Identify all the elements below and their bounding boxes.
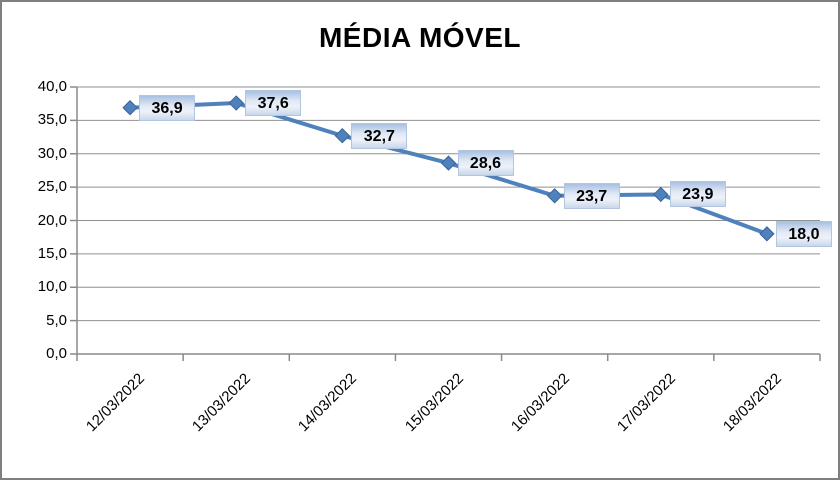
y-axis-tick-label: 30,0 (37, 144, 67, 162)
data-label: 23,9 (669, 181, 726, 208)
y-axis-tick-label: 10,0 (37, 278, 67, 296)
data-label: 37,6 (245, 90, 302, 117)
data-point-marker (759, 226, 775, 242)
y-axis-tick-label: 35,0 (37, 111, 67, 129)
data-label: 28,6 (457, 150, 514, 177)
data-point-marker (334, 128, 351, 144)
data-point-marker (122, 99, 138, 116)
data-label: 23,7 (563, 182, 620, 209)
y-axis-tick-label: 25,0 (37, 178, 67, 196)
data-point-marker (440, 155, 457, 171)
y-axis-tick-label: 5,0 (46, 311, 67, 329)
data-point-marker (546, 188, 563, 204)
y-axis-tick-label: 0,0 (46, 345, 67, 362)
data-label: 18,0 (775, 220, 832, 247)
data-label: 36,9 (139, 94, 196, 121)
y-axis-tick-label: 40,0 (37, 78, 67, 95)
chart-title: MÉDIA MÓVEL (318, 22, 522, 53)
data-point-marker (653, 186, 669, 203)
data-point-marker (228, 95, 244, 111)
y-axis-tick-label: 15,0 (37, 244, 67, 262)
data-label: 32,7 (351, 122, 408, 149)
y-axis-tick-label: 20,0 (37, 211, 67, 229)
